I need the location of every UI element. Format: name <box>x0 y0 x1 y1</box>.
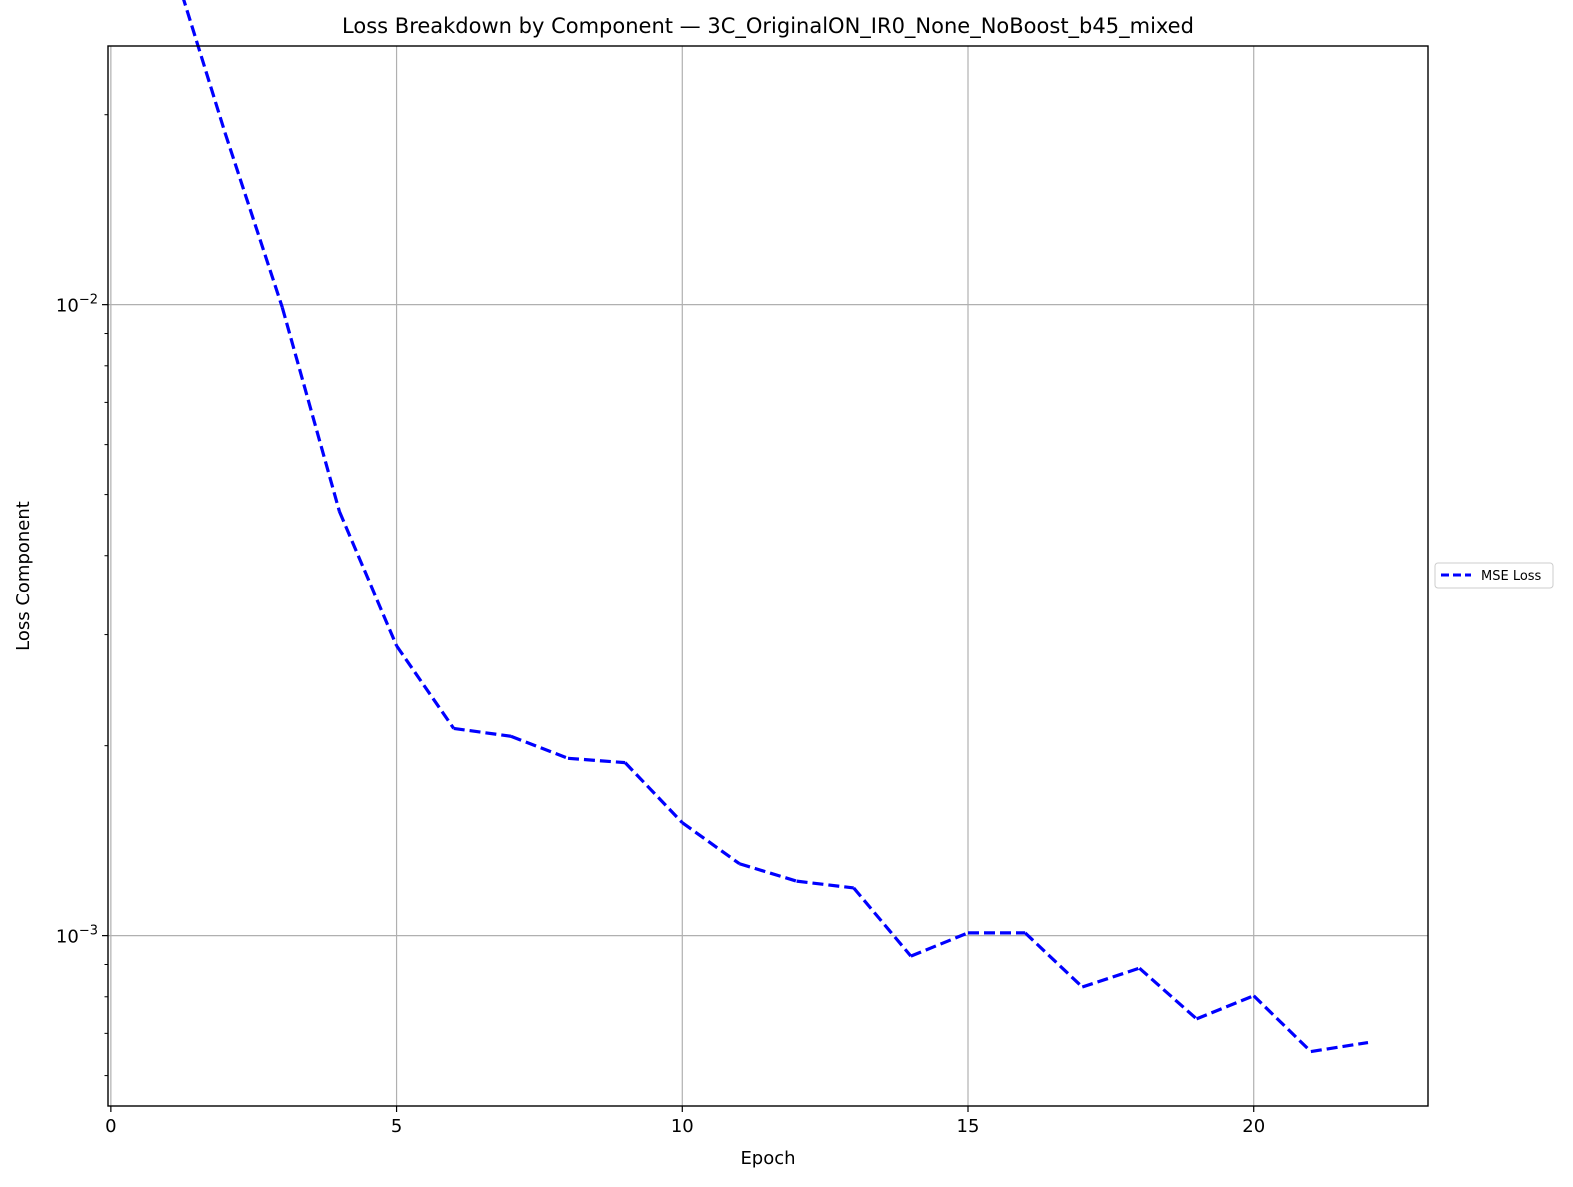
series-0-segment <box>453 726 512 738</box>
x-tick-label: 10 <box>671 1116 694 1137</box>
x-axis-label: Epoch <box>740 1148 795 1169</box>
plot-frame <box>107 45 1429 1107</box>
series-0-segment <box>1195 994 1255 1021</box>
x-tick-label: 5 <box>391 1116 402 1137</box>
chart-title: Loss Breakdown by Component — 3C_Origina… <box>342 14 1194 39</box>
series-0-segment <box>796 879 854 890</box>
series-0-segment <box>337 510 399 647</box>
y-axis-label: Loss Component <box>13 501 34 651</box>
series-0-segment <box>1252 994 1312 1053</box>
series-0-segment <box>1138 966 1198 1021</box>
series-0-segment <box>910 931 969 958</box>
series-0-segment <box>681 821 741 866</box>
series-0-segment <box>1310 1040 1369 1054</box>
series-0-segment <box>567 756 626 765</box>
grid <box>108 46 1428 1106</box>
series-0-segment <box>852 886 913 958</box>
series-0-segment <box>1081 966 1140 989</box>
series-0-segment <box>623 761 684 824</box>
series-layer <box>182 0 1369 1054</box>
series-0-segment <box>738 862 798 883</box>
legend-label-mse-loss: MSE Loss <box>1481 569 1542 584</box>
y-tick-label: 10−3 <box>56 924 98 948</box>
series-0-segment <box>510 734 569 760</box>
legend: MSE Loss <box>1434 562 1554 589</box>
series-0-segment <box>280 306 341 512</box>
axis-ticks: 0 5 10 15 20 10−3 10−2 <box>56 114 1265 1137</box>
x-tick-label: 15 <box>957 1116 980 1137</box>
series-0-segment <box>223 132 284 308</box>
series-0-segment <box>1024 931 1084 989</box>
legend-box <box>1434 562 1554 589</box>
y-tick-label: 10−2 <box>56 293 98 317</box>
x-tick-label: 20 <box>1242 1116 1265 1137</box>
series-0-segment <box>395 644 456 730</box>
series-0-segment <box>182 0 227 134</box>
x-tick-label: 0 <box>105 1116 116 1137</box>
